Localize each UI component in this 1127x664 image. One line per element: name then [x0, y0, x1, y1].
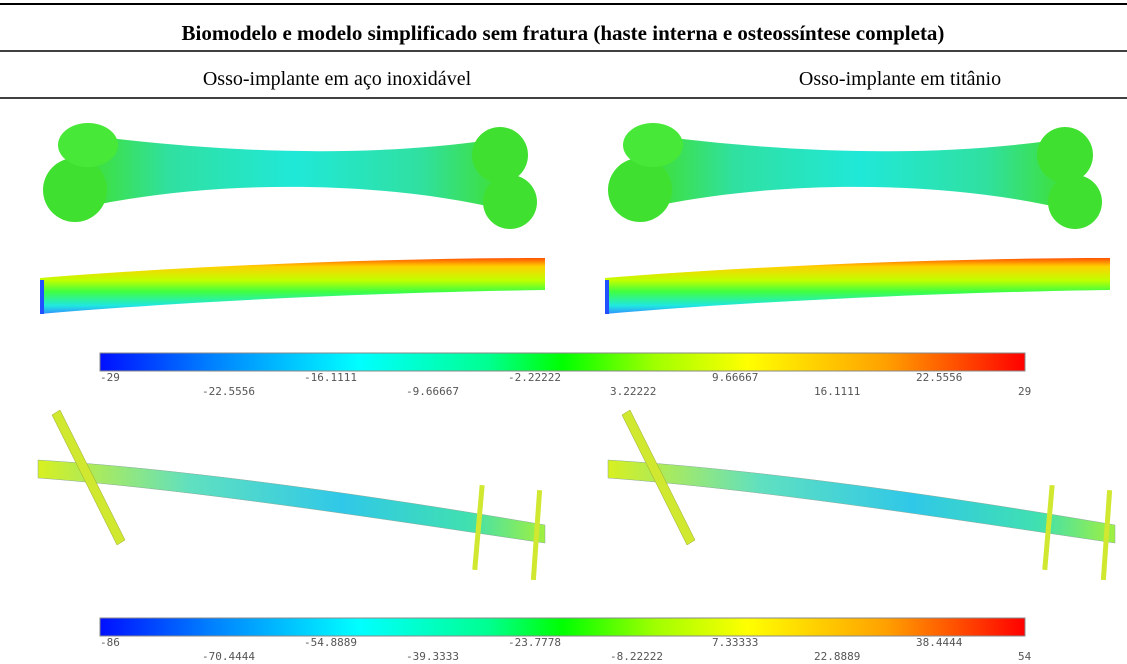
- colorbar-label: -22.5556: [202, 385, 255, 398]
- colorbar-label: -29: [100, 371, 120, 384]
- colorbar-labels: -29 -22.5556 -16.1111 -9.66667 -2.22222 3.222…: [100, 371, 1032, 663]
- colorbar-label: 38.4444: [916, 636, 963, 649]
- colorbar-label: -39.3333: [406, 650, 459, 663]
- implant-model: [607, 409, 1116, 581]
- table-title: Biomodelo e modelo simplificado sem frat…: [182, 21, 945, 45]
- colorbar-label: 22.5556: [916, 371, 962, 384]
- colorbar-label: 3.22222: [610, 385, 656, 398]
- rod-model: [605, 258, 1110, 314]
- colorbar-label: 22.8889: [814, 650, 860, 663]
- femur-model: [43, 123, 537, 229]
- colorbar: [99, 617, 1026, 637]
- colorbar-label: -9.66667: [406, 385, 459, 398]
- column-header: Osso-implante em aço inoxidável: [203, 68, 472, 90]
- implant-model: [37, 409, 546, 581]
- colorbar-label: 9.66667: [712, 371, 758, 384]
- colorbar-label: 29: [1018, 385, 1031, 398]
- colorbar-label: 7.33333: [712, 636, 758, 649]
- colorbar-label: -86: [100, 636, 120, 649]
- colorbar-label: 16.1111: [814, 385, 860, 398]
- femur-model: [608, 123, 1102, 229]
- colorbar-label: -8.22222: [610, 650, 663, 663]
- colorbar-label: -2.22222: [508, 371, 561, 384]
- colorbar-label: -54.8889: [304, 636, 357, 649]
- colorbar-label: -16.1111: [304, 371, 357, 384]
- rod-model: [40, 258, 545, 314]
- colorbar: [99, 352, 1026, 372]
- colorbar-label: -23.7778: [508, 636, 561, 649]
- colorbar-label: 54: [1018, 650, 1032, 663]
- column-header: Osso-implante em titânio: [799, 68, 1001, 90]
- colorbar-label: -70.4444: [202, 650, 255, 663]
